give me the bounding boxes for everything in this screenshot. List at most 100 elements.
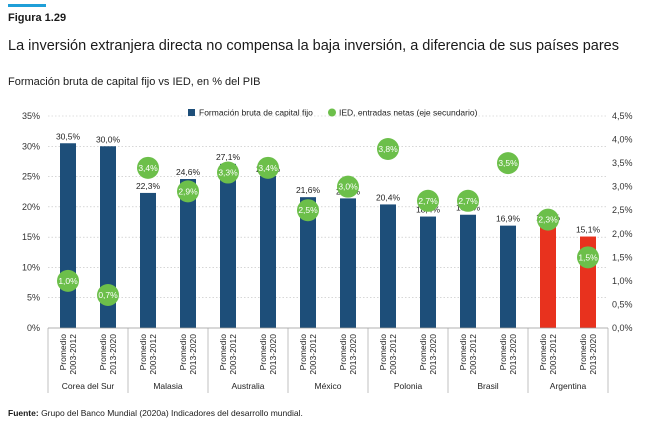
x-tick-label-line: Promedio (418, 334, 428, 371)
y-tick-label: 30% (22, 141, 40, 151)
dot-value-label: 3,8% (378, 144, 398, 154)
y2-tick-label: 4,5% (612, 111, 633, 121)
y2-tick-label: 3,5% (612, 158, 633, 168)
dot (417, 189, 439, 212)
dot (577, 246, 599, 269)
x-tick-label: Promedio2013-2020 (578, 334, 598, 375)
dot-series: 1,0% 0,7% 3,4% 2,9% 3,3% 3,4% 2,5% 3,0% 3,8% 2,7%… (57, 137, 599, 307)
legend-label-dot: IED, entradas netas (eje secundario) (339, 108, 478, 118)
x-tick-label-line: Promedio (258, 334, 268, 371)
bar-value-label: 22,3% (136, 181, 161, 191)
x-axis: Promedio2003-2012 Promedio2013-2020 Promed… (47, 327, 609, 393)
y-tick-label: 5% (27, 293, 40, 303)
x-tick-label: Promedio2003-2012 (458, 334, 478, 375)
dot-value-label: 3,5% (498, 158, 518, 168)
bar (340, 198, 356, 328)
y-tick-label: 35% (22, 111, 40, 121)
y-axis-left: 0% 5% 10% 15% 20% 25% 30% 35% (22, 111, 40, 333)
x-tick-label: Promedio2003-2012 (378, 334, 398, 375)
y2-tick-label: 0,0% (612, 323, 633, 333)
source-text: Grupo del Banco Mundial (2020a) Indicado… (38, 408, 303, 418)
x-tick-label: Promedio2013-2020 (98, 334, 118, 375)
y-tick-label: 20% (22, 202, 40, 212)
dot-value-label: 3,4% (258, 163, 278, 173)
dot-value-label: 0,7% (98, 290, 118, 300)
dot-value-label: 2,7% (458, 196, 478, 206)
x-tick-label-line: Promedio (178, 334, 188, 371)
bar (100, 146, 116, 328)
bar (60, 143, 76, 328)
x-tick-label-line: Promedio (578, 334, 588, 371)
bar-value-label: 21,6% (296, 185, 321, 195)
source-label: Fuente: (8, 408, 39, 418)
y2-tick-label: 4,0% (612, 135, 633, 145)
dot-value-label: 2,7% (418, 196, 438, 206)
x-tick-label: Promedio2003-2012 (218, 334, 238, 375)
x-tick-label-line: 2003-2012 (468, 334, 478, 375)
x-tick-label-line: 2013-2020 (188, 334, 198, 375)
x-tick-label-line: 2013-2020 (428, 334, 438, 375)
y-tick-label: 0% (27, 323, 40, 333)
dot (377, 137, 399, 160)
chart-subtitle: Formación bruta de capital fijo vs IED, … (8, 76, 261, 88)
dot (537, 208, 559, 231)
x-tick-label-line: Promedio (378, 334, 388, 371)
bar (460, 214, 476, 328)
bar-value-label: 30,0% (96, 134, 121, 144)
x-tick-label: Promedio2003-2012 (538, 334, 558, 375)
x-tick-label-line: Promedio (538, 334, 548, 371)
x-tick-label-line: 2003-2012 (548, 334, 558, 375)
dot-value-label: 3,0% (338, 182, 358, 192)
x-tick-label-line: 2003-2012 (148, 334, 158, 375)
figure-accent-bar (8, 4, 46, 7)
legend-swatch-dot (328, 108, 336, 117)
x-tick-label-line: 2013-2020 (348, 334, 358, 375)
bar-value-label: 15,1% (576, 225, 601, 235)
x-tick-label: Promedio2003-2012 (58, 334, 78, 375)
dot (337, 175, 359, 198)
group-label: Brasil (477, 381, 498, 391)
x-tick-label: Promedio2013-2020 (178, 334, 198, 375)
x-tick-label: Promedio2013-2020 (338, 334, 358, 375)
y-tick-label: 25% (22, 172, 40, 182)
x-tick-label-line: Promedio (218, 334, 228, 371)
x-tick-label-line: Promedio (298, 334, 308, 371)
x-tick-label: Promedio2013-2020 (258, 334, 278, 375)
y2-tick-label: 2,5% (612, 205, 633, 215)
bar-series: 30,5%30,0%22,3%24,6%27,1%25,1%21,6%21,4%… (56, 131, 601, 328)
x-tick-label-line: Promedio (58, 334, 68, 371)
dot (217, 161, 239, 184)
x-tick-label-line: Promedio (98, 334, 108, 371)
x-tick-label-line: 2013-2020 (268, 334, 278, 375)
bar-value-label: 30,5% (56, 131, 81, 141)
x-tick-label: Promedio2013-2020 (498, 334, 518, 375)
dot (57, 269, 79, 292)
bar (260, 175, 276, 328)
dot (497, 152, 519, 175)
dot-value-label: 1,0% (58, 276, 78, 286)
bar-value-label: 20,4% (376, 192, 401, 202)
group-label: Polonia (394, 381, 423, 391)
y2-tick-label: 3,0% (612, 182, 633, 192)
bar-value-label: 27,1% (216, 152, 241, 162)
y2-tick-label: 0,5% (612, 299, 633, 309)
source-note: Fuente: Grupo del Banco Mundial (2020a) … (8, 408, 303, 418)
dot-value-label: 2,5% (298, 205, 318, 215)
group-label: Malasia (153, 381, 183, 391)
legend-swatch-bar (188, 109, 195, 116)
bar (180, 178, 196, 328)
x-tick-label-line: 2003-2012 (308, 334, 318, 375)
x-tick-label-line: 2013-2020 (588, 334, 598, 375)
dot-value-label: 2,9% (178, 186, 198, 196)
group-label: Argentina (550, 381, 587, 391)
bar (140, 192, 156, 328)
bar (540, 224, 556, 328)
bar (380, 204, 396, 328)
bar (220, 163, 236, 328)
x-tick-label-line: 2003-2012 (68, 334, 78, 375)
bar (300, 197, 316, 328)
gridlines (48, 115, 608, 299)
y2-tick-label: 1,0% (612, 276, 633, 286)
figure-label: Figura 1.29 (8, 12, 67, 24)
x-tick-label-line: Promedio (498, 334, 508, 371)
